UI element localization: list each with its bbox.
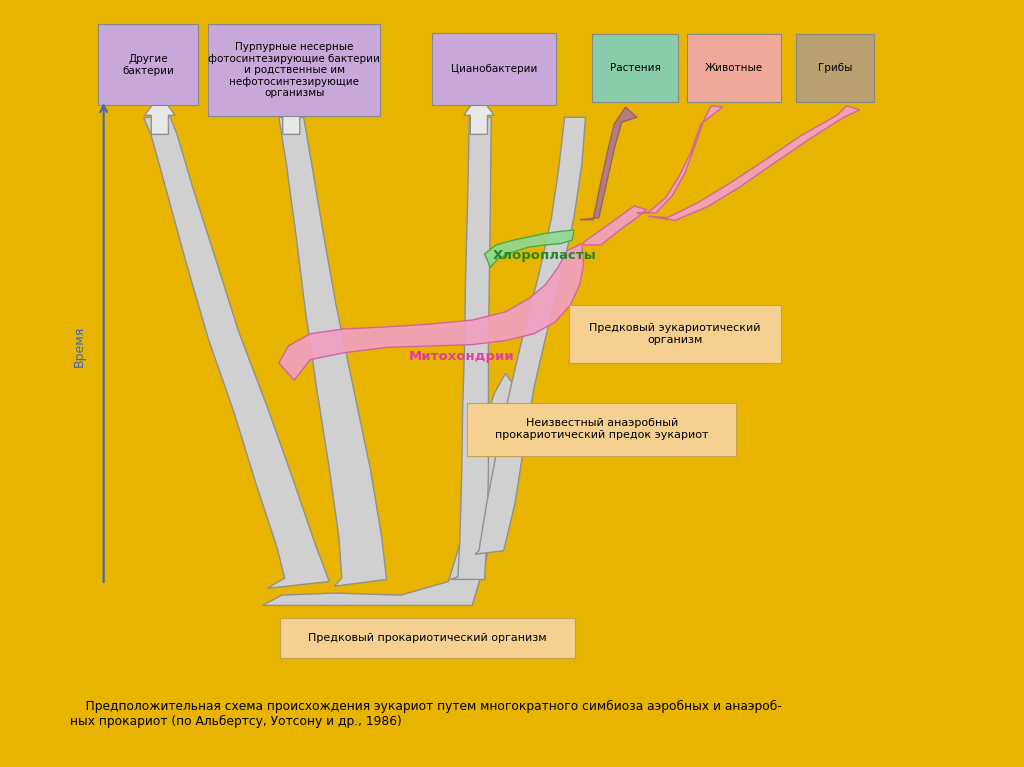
FancyBboxPatch shape — [687, 34, 780, 102]
Text: Предковый прокариотический организм: Предковый прокариотический организм — [308, 634, 547, 644]
Text: Грибы: Грибы — [818, 63, 852, 73]
Polygon shape — [276, 95, 306, 134]
Text: Хлоропласты: Хлоропласты — [494, 249, 597, 262]
Text: Митохондрии: Митохондрии — [409, 350, 514, 363]
Polygon shape — [580, 107, 637, 219]
Text: Цианобактерии: Цианобактерии — [451, 64, 538, 74]
Polygon shape — [143, 117, 330, 588]
Text: Неизвестный анаэробный
прокариотический предок эукариот: Неизвестный анаэробный прокариотический … — [495, 419, 709, 440]
FancyBboxPatch shape — [467, 403, 736, 456]
FancyBboxPatch shape — [209, 25, 380, 116]
Text: Животные: Животные — [706, 63, 763, 73]
Text: Время: Время — [73, 325, 85, 367]
Polygon shape — [464, 95, 495, 134]
Text: Предположительная схема происхождения эукариот путем многократного симбиоза аэро: Предположительная схема происхождения эу… — [70, 700, 781, 728]
FancyBboxPatch shape — [796, 34, 874, 102]
FancyBboxPatch shape — [432, 33, 556, 105]
Polygon shape — [475, 117, 586, 555]
Polygon shape — [637, 106, 723, 213]
Text: Другие
бактерии: Другие бактерии — [123, 54, 174, 76]
Polygon shape — [451, 117, 492, 579]
Text: Предковый эукариотический
организм: Предковый эукариотический организм — [589, 323, 761, 344]
Text: Пурпурные несерные
фотосинтезирующие бактерии
и родственные им
нефотосинтезирующ: Пурпурные несерные фотосинтезирующие бак… — [208, 42, 380, 98]
Polygon shape — [279, 244, 584, 380]
FancyBboxPatch shape — [280, 618, 575, 658]
FancyBboxPatch shape — [569, 304, 780, 363]
Polygon shape — [584, 206, 646, 245]
FancyBboxPatch shape — [98, 25, 199, 105]
Polygon shape — [279, 117, 386, 586]
Text: Растения: Растения — [609, 63, 660, 73]
Polygon shape — [648, 106, 860, 220]
Polygon shape — [263, 374, 515, 605]
Polygon shape — [144, 95, 175, 134]
FancyBboxPatch shape — [592, 34, 678, 102]
Polygon shape — [484, 230, 574, 268]
